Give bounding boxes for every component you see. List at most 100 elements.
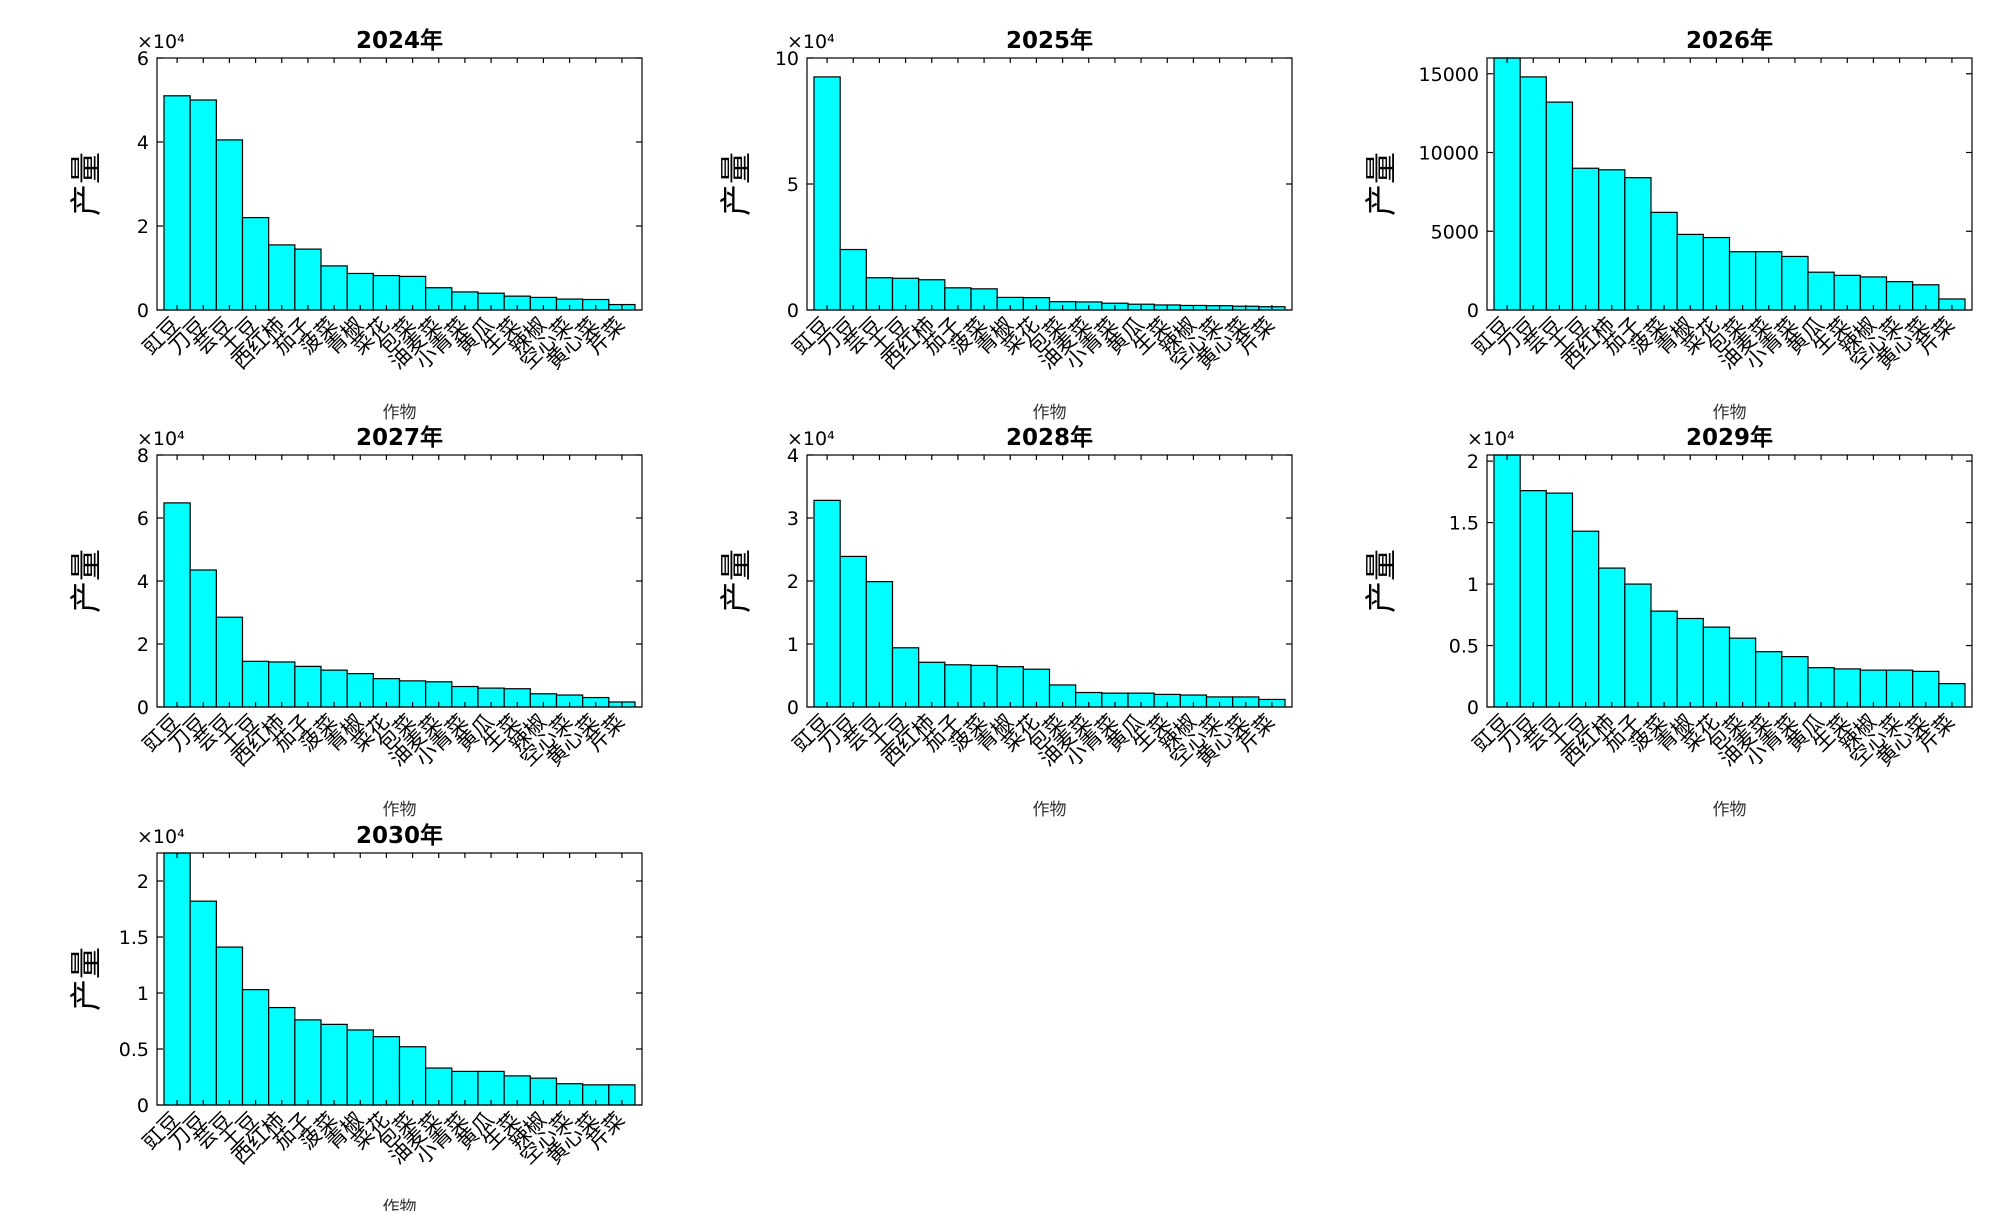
bar-西红柿 (268, 1006, 296, 1106)
bar-青椒 (1676, 233, 1704, 311)
subplot-5: 00.511.52豇豆刀豆芸豆土豆西红柿茄子菠菜青椒菜花包菜油麦菜小青菜黄瓜生菜… (1362, 424, 1973, 820)
bar-辣椒 (1859, 276, 1888, 311)
bar-青椒 (1676, 617, 1704, 708)
bar-油麦菜 (1755, 651, 1783, 708)
bar-青椒 (346, 1029, 374, 1106)
y-tick-label: 0 (137, 300, 149, 322)
bar-黄瓜 (1807, 271, 1835, 311)
y-tick-label: 4 (137, 132, 149, 154)
bar-空心菜 (1885, 669, 1914, 708)
bar-生菜 (1833, 668, 1861, 708)
y-exponent-label: ×10⁴ (137, 826, 185, 848)
bar-茄子 (294, 665, 322, 708)
y-tick-label: 4 (137, 571, 149, 593)
bar-刀豆 (189, 900, 217, 1106)
y-tick-label: 0 (1467, 697, 1479, 719)
y-tick-label: 4 (787, 445, 799, 467)
plot-frame (156, 852, 643, 1106)
bar-油麦菜 (1755, 251, 1783, 311)
bar-茄子 (294, 1019, 322, 1106)
plot-frame (1486, 454, 1973, 708)
bar-豇豆 (813, 76, 841, 311)
bar-刀豆 (189, 99, 217, 311)
y-tick-label: 10 (775, 48, 799, 70)
y-tick-label: 0 (787, 697, 799, 719)
bar-刀豆 (839, 248, 867, 311)
bar-豇豆 (1493, 57, 1521, 311)
bar-土豆 (1571, 530, 1600, 708)
bar-芸豆 (865, 581, 894, 708)
y-tick-label: 5000 (1431, 221, 1479, 243)
subplot-title: 2029年 (1686, 424, 1773, 451)
bar-包菜 (1728, 637, 1757, 708)
bar-茄子 (1624, 177, 1652, 311)
y-exponent-label: ×10⁴ (787, 31, 835, 53)
y-axis-label: 产量 (67, 152, 105, 216)
bar-菜花 (1702, 626, 1731, 708)
bar-小青菜 (1781, 255, 1809, 311)
bar-辣椒 (529, 1077, 558, 1106)
bar-豇豆 (1493, 454, 1521, 708)
bar-土豆 (241, 217, 270, 311)
x-axis-label: 作物 (383, 403, 417, 423)
y-axis-label: 产量 (67, 549, 105, 613)
subplot-6: 00.511.52豇豆刀豆芸豆土豆西红柿茄子菠菜青椒菜花包菜油麦菜小青菜黄瓜生菜… (67, 822, 643, 1211)
bar-菠菜 (320, 669, 348, 708)
bar-包菜 (1728, 251, 1757, 311)
y-axis-label: 产量 (717, 549, 755, 613)
bar-土豆 (1571, 167, 1600, 311)
bar-西红柿 (1598, 169, 1626, 311)
y-tick-label: 1.5 (119, 927, 149, 949)
plot-frame (1486, 57, 1973, 311)
bar-生菜 (1833, 274, 1861, 311)
subplot-title: 2024年 (356, 27, 443, 54)
bar-菠菜 (1650, 610, 1678, 708)
x-axis-label: 作物 (383, 800, 417, 820)
y-tick-label: 6 (137, 48, 149, 70)
bar-菜花 (372, 274, 401, 311)
y-tick-label: 2 (1467, 451, 1479, 473)
y-tick-label: 1.5 (1449, 513, 1479, 535)
bar-黄瓜 (477, 1070, 505, 1106)
bar-豇豆 (163, 95, 191, 311)
bar-西红柿 (1598, 567, 1626, 708)
bar-芸豆 (215, 946, 244, 1106)
bar-茄子 (1624, 583, 1652, 708)
bar-西红柿 (268, 661, 296, 708)
plot-frame (156, 57, 643, 311)
y-axis-label: 产量 (717, 152, 755, 216)
bar-黄瓜 (1807, 667, 1835, 708)
bar-豇豆 (813, 499, 841, 708)
y-tick-label: 3 (787, 508, 799, 530)
bar-刀豆 (189, 569, 217, 708)
y-tick-label: 1 (137, 983, 149, 1005)
y-tick-label: 0.5 (119, 1039, 149, 1061)
subplot-title: 2026年 (1686, 27, 1773, 54)
y-tick-label: 2 (787, 571, 799, 593)
bar-青椒 (996, 666, 1024, 708)
x-axis-label: 作物 (1713, 800, 1747, 820)
bar-菠菜 (320, 1023, 348, 1106)
bar-土豆 (891, 647, 920, 708)
y-tick-label: 1 (1467, 574, 1479, 596)
x-axis-label: 作物 (1033, 800, 1067, 820)
y-exponent-label: ×10⁴ (137, 31, 185, 53)
y-tick-label: 0.5 (1449, 636, 1479, 658)
bar-茄子 (294, 248, 322, 311)
bar-土豆 (241, 989, 270, 1106)
bar-西红柿 (268, 244, 296, 311)
bar-西红柿 (918, 661, 946, 708)
y-tick-label: 2 (137, 871, 149, 893)
bar-小青菜 (1781, 655, 1809, 708)
bar-芸豆 (1545, 492, 1574, 708)
bar-青椒 (346, 272, 374, 311)
bar-青椒 (346, 673, 374, 708)
bar-菜花 (1702, 236, 1731, 311)
y-tick-label: 0 (137, 697, 149, 719)
bar-刀豆 (1519, 490, 1547, 708)
bar-刀豆 (1519, 76, 1547, 311)
bar-芸豆 (1545, 101, 1574, 311)
bar-芸豆 (215, 139, 244, 311)
